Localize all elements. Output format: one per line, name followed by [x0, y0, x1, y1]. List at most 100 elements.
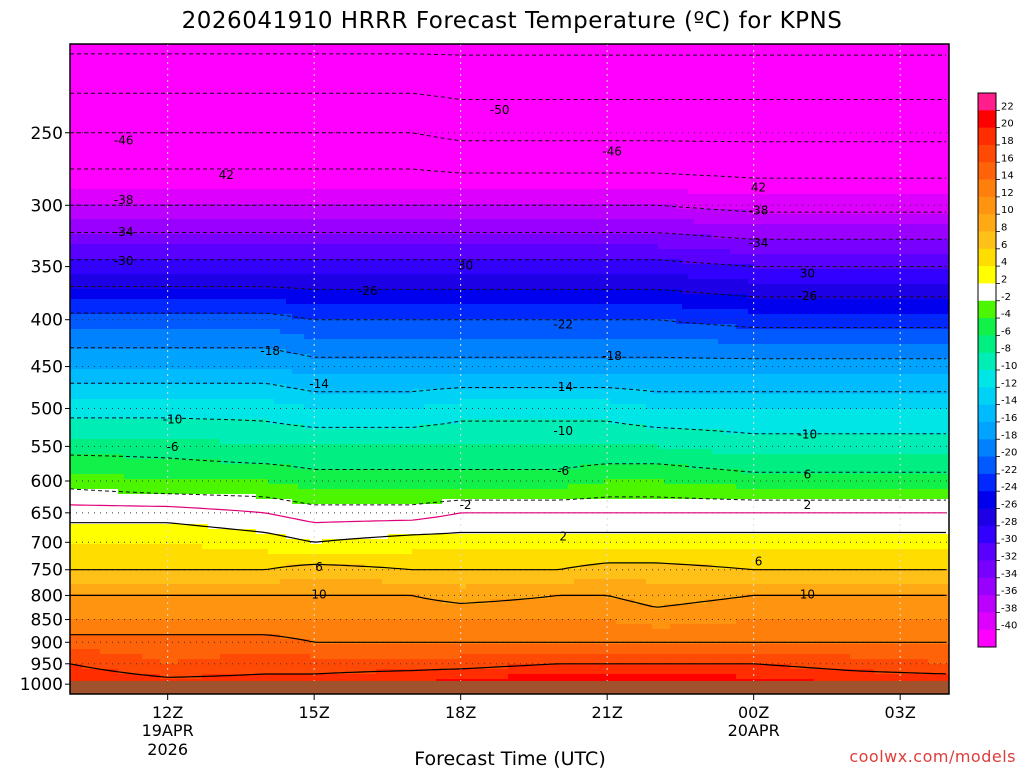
- temperature-cell: [322, 319, 329, 340]
- temperature-cell: [508, 204, 515, 220]
- temperature-cell: [520, 204, 527, 220]
- temperature-cell: [778, 409, 785, 435]
- temperature-cell: [340, 204, 347, 220]
- temperature-cell: [622, 259, 629, 275]
- temperature-cell: [634, 579, 641, 605]
- temperature-cell: [922, 359, 929, 375]
- temperature-cell: [394, 444, 401, 470]
- temperature-cell: [760, 474, 767, 490]
- temperature-cell: [274, 654, 281, 675]
- temperature-cell: [604, 564, 611, 580]
- temperature-cell: [862, 299, 869, 315]
- temperature-cell: [190, 494, 197, 525]
- temperature-cell: [802, 434, 809, 455]
- temperature-cell: [478, 469, 485, 490]
- temperature-cell: [856, 214, 863, 225]
- temperature-cell: [766, 314, 773, 330]
- temperature-cell: [760, 214, 767, 225]
- temperature-cell: [796, 254, 803, 270]
- temperature-cell: [88, 244, 95, 260]
- temperature-cell: [268, 219, 275, 235]
- temperature-cell: [382, 394, 389, 410]
- temperature-cell: [478, 499, 485, 535]
- temperature-cell: [814, 434, 821, 455]
- temperature-cell: [898, 239, 905, 255]
- temperature-cell: [172, 594, 179, 620]
- temperature-cell: [580, 499, 587, 535]
- temperature-cell: [208, 234, 215, 245]
- temperature-cell: [250, 569, 257, 585]
- temperature-cell: [208, 329, 215, 350]
- temperature-cell: [730, 469, 737, 485]
- temperature-cell: [274, 384, 281, 405]
- temperature-cell: [190, 299, 197, 315]
- temperature-cell: [904, 329, 911, 345]
- temperature-cell: [250, 384, 257, 400]
- temperature-cell: [436, 359, 443, 375]
- credit-link[interactable]: coolwx.com/models: [849, 747, 1016, 766]
- temperature-cell: [418, 669, 425, 685]
- temperature-cell: [754, 644, 761, 655]
- temperature-cell: [160, 44, 167, 190]
- temperature-cell: [886, 619, 893, 645]
- temperature-cell: [754, 394, 761, 410]
- temperature-cell: [538, 319, 545, 340]
- temperature-cell: [214, 584, 221, 595]
- temperature-cell: [454, 204, 461, 220]
- temperature-cell: [436, 404, 443, 425]
- temperature-cell: [748, 264, 755, 285]
- temperature-cell: [442, 424, 449, 445]
- temperature-cell: [742, 489, 749, 500]
- temperature-cell: [448, 304, 455, 320]
- temperature-cell: [694, 359, 701, 375]
- temperature-cell: [310, 374, 317, 395]
- temperature-cell: [874, 224, 881, 240]
- temperature-cell: [688, 534, 695, 550]
- colorbar-label: 2: [1001, 274, 1007, 285]
- temperature-cell: [898, 214, 905, 225]
- temperature-cell: [466, 259, 473, 275]
- temperature-cell: [598, 619, 605, 645]
- temperature-cell: [790, 194, 797, 215]
- temperature-cell: [322, 244, 329, 260]
- temperature-cell: [742, 534, 749, 550]
- temperature-cell: [484, 359, 491, 375]
- temperature-cell: [886, 549, 893, 570]
- temperature-cell: [802, 394, 809, 410]
- temperature-cell: [670, 604, 677, 625]
- temperature-cell: [592, 219, 599, 235]
- temperature-cell: [316, 319, 323, 340]
- temperature-cell: [238, 594, 245, 620]
- temperature-cell: [556, 289, 563, 305]
- temperature-cell: [346, 554, 353, 565]
- temperature-cell: [784, 434, 791, 455]
- temperature-cell: [472, 189, 479, 205]
- temperature-cell: [892, 659, 899, 675]
- temperature-cell: [580, 259, 587, 275]
- temperature-cell: [826, 224, 833, 240]
- temperature-cell: [328, 469, 335, 490]
- temperature-cell: [568, 569, 575, 585]
- temperature-cell: [712, 644, 719, 655]
- temperature-cell: [502, 584, 509, 600]
- temperature-cell: [160, 219, 167, 235]
- temperature-cell: [346, 539, 353, 555]
- isotherm-line: [70, 504, 946, 524]
- temperature-cell: [640, 579, 647, 605]
- temperature-cell: [652, 654, 659, 665]
- temperature-cell: [766, 434, 773, 455]
- temperature-cell: [370, 569, 377, 580]
- temperature-cell: [466, 304, 473, 320]
- temperature-cell: [454, 659, 461, 670]
- chart-title: 2026041910 HRRR Forecast Temperature (ºC…: [182, 8, 843, 34]
- temperature-cell: [244, 634, 251, 655]
- temperature-cell: [346, 489, 353, 505]
- temperature-cell: [520, 359, 527, 375]
- temperature-cell: [886, 569, 893, 585]
- temperature-cell: [478, 644, 485, 655]
- temperature-cell: [430, 374, 437, 390]
- temperature-cell: [658, 609, 665, 630]
- temperature-cell: [466, 619, 473, 645]
- temperature-cell: [292, 594, 299, 620]
- colorbar-label: -22: [1001, 465, 1017, 476]
